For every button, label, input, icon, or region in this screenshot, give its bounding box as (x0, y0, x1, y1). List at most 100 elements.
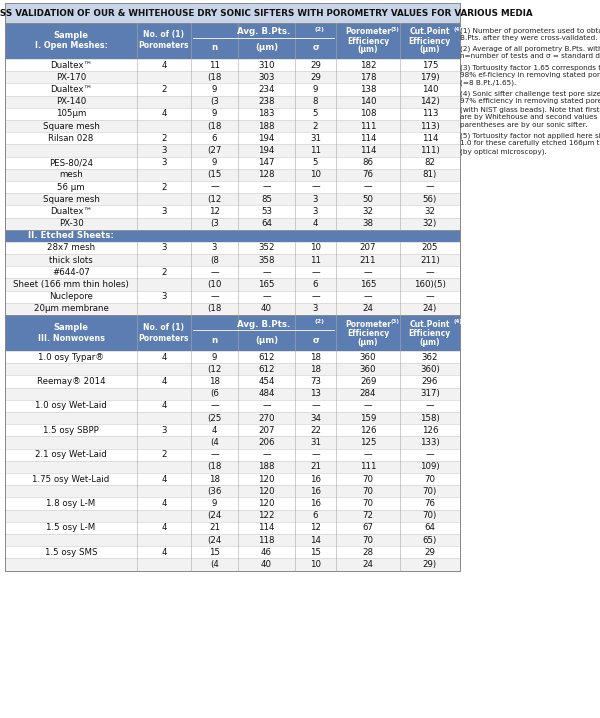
Text: 111: 111 (360, 462, 376, 472)
Text: 70: 70 (424, 475, 436, 484)
Text: 12: 12 (310, 523, 321, 533)
Text: —: — (311, 182, 320, 192)
Text: 284: 284 (360, 389, 376, 398)
Text: 118: 118 (258, 536, 275, 544)
Text: 165: 165 (360, 280, 376, 289)
Text: —: — (311, 450, 320, 460)
Text: 1.0 osy Typar®: 1.0 osy Typar® (38, 353, 104, 362)
Text: 2: 2 (161, 450, 167, 460)
Text: —: — (262, 182, 271, 192)
Text: 484: 484 (258, 389, 275, 398)
Text: 38: 38 (362, 219, 374, 228)
Text: 3: 3 (161, 158, 167, 167)
Text: 10: 10 (310, 170, 321, 180)
Text: n: n (211, 335, 217, 345)
Text: Cut.Point: Cut.Point (410, 320, 450, 329)
Bar (5, 157, 460, 169)
Text: 12: 12 (209, 207, 220, 216)
Text: 4: 4 (212, 426, 217, 435)
Text: 4: 4 (161, 60, 167, 70)
Bar (5, 473, 460, 485)
Bar (5, 95, 460, 108)
Text: 120: 120 (258, 475, 275, 484)
Text: —: — (425, 450, 434, 460)
Text: 159: 159 (360, 414, 376, 423)
Text: —: — (210, 268, 219, 277)
Text: 5: 5 (313, 158, 318, 167)
Text: 126: 126 (360, 426, 376, 435)
Text: σ: σ (312, 335, 319, 345)
Bar (5, 376, 460, 388)
Bar (5, 559, 460, 571)
Text: 3: 3 (161, 243, 167, 253)
Text: 3: 3 (161, 426, 167, 435)
Text: 70: 70 (362, 475, 374, 484)
Text: —: — (210, 450, 219, 460)
Text: (24: (24 (207, 511, 221, 521)
Text: 1.5 osy SBPP: 1.5 osy SBPP (43, 426, 99, 435)
Text: Porometers: Porometers (139, 42, 189, 50)
Text: 114: 114 (258, 523, 275, 533)
Text: 81): 81) (423, 170, 437, 180)
Text: 3: 3 (313, 304, 318, 313)
Bar (5, 132, 460, 144)
Text: 40: 40 (261, 304, 272, 313)
Text: 125: 125 (360, 438, 376, 447)
Text: 11: 11 (310, 256, 321, 265)
Text: 70): 70) (423, 511, 437, 521)
Text: Efficiency: Efficiency (409, 37, 451, 45)
Bar (5, 546, 460, 559)
Text: 111: 111 (360, 121, 376, 131)
Text: (μm): (μm) (419, 337, 440, 347)
Text: 147: 147 (258, 158, 275, 167)
Text: —: — (311, 268, 320, 277)
Text: (12: (12 (207, 195, 221, 204)
Text: Avg. B.Pts.: Avg. B.Pts. (237, 27, 290, 37)
Text: 140: 140 (422, 85, 438, 94)
Text: 140: 140 (360, 97, 376, 106)
Text: 29: 29 (310, 60, 321, 70)
Text: 14: 14 (310, 536, 321, 544)
Text: 5: 5 (313, 109, 318, 118)
Text: 6: 6 (313, 280, 318, 289)
Text: 24: 24 (362, 560, 374, 569)
Text: —: — (364, 450, 373, 460)
Text: 76: 76 (362, 170, 374, 180)
Text: Efficiency: Efficiency (409, 329, 451, 337)
Text: (μm): (μm) (255, 335, 278, 345)
Text: 1.75 osy Wet-Laid: 1.75 osy Wet-Laid (32, 475, 110, 484)
Text: (4): (4) (453, 319, 462, 324)
Text: Dualtex™: Dualtex™ (50, 207, 92, 216)
Text: (18: (18 (207, 73, 221, 82)
Text: (18: (18 (207, 304, 221, 313)
Text: 70: 70 (362, 536, 374, 544)
Text: 11: 11 (310, 146, 321, 155)
Text: (4: (4 (210, 438, 219, 447)
Text: 310: 310 (258, 60, 275, 70)
Bar (5, 303, 460, 315)
Bar (5, 120, 460, 132)
Text: 72: 72 (362, 511, 374, 521)
Bar (5, 205, 460, 218)
Text: Square mesh: Square mesh (43, 195, 100, 204)
Text: —: — (364, 401, 373, 411)
Text: —: — (210, 401, 219, 411)
Bar (5, 279, 460, 291)
Text: 82: 82 (424, 158, 436, 167)
Bar (5, 412, 460, 424)
Text: 98% ef-ficiency in removing stated pore size: 98% ef-ficiency in removing stated pore … (460, 72, 600, 78)
Bar (5, 108, 460, 120)
Text: 3: 3 (161, 292, 167, 301)
Text: 126: 126 (422, 426, 438, 435)
Text: Rilsan 028: Rilsan 028 (49, 134, 94, 143)
Text: 207: 207 (360, 243, 376, 253)
Text: 40: 40 (261, 560, 272, 569)
Bar (5, 59, 460, 71)
Text: —: — (262, 401, 271, 411)
Text: 16: 16 (310, 499, 321, 508)
Text: 269: 269 (360, 377, 376, 386)
Text: 64: 64 (424, 523, 436, 533)
Text: 2: 2 (161, 182, 167, 192)
Text: 194: 194 (258, 134, 275, 143)
Text: 4: 4 (161, 353, 167, 362)
